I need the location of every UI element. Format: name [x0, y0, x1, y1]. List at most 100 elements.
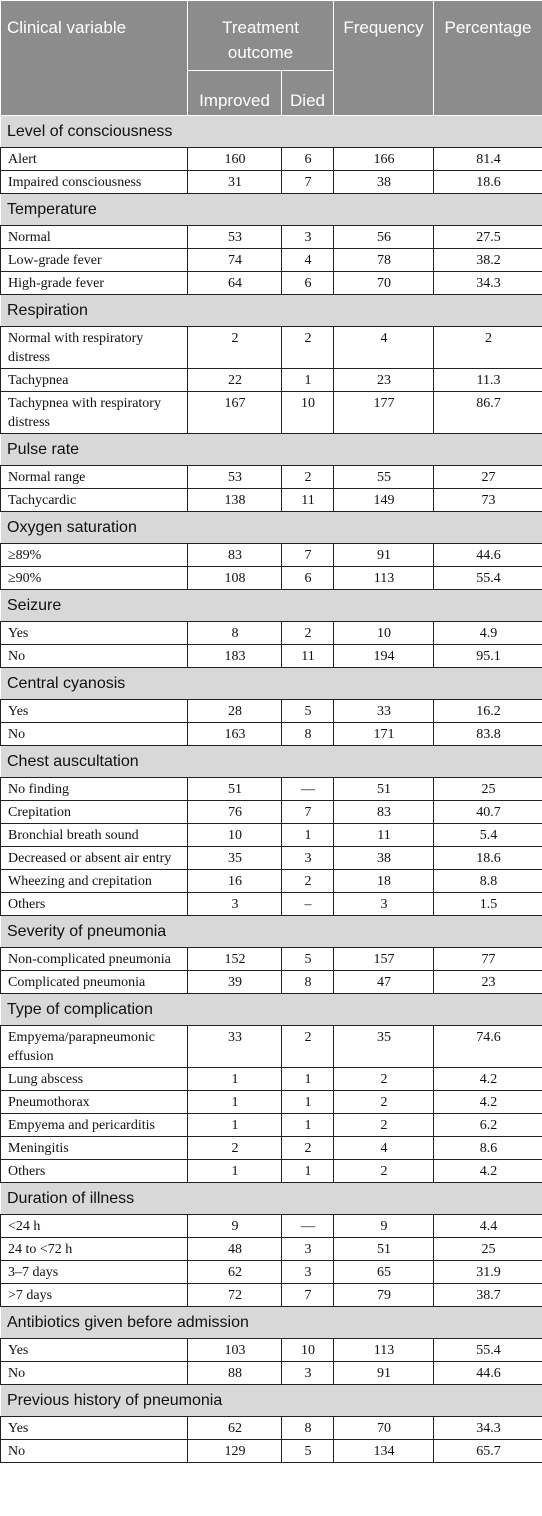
frequency-cell: 70 — [333, 1416, 434, 1440]
improved-cell: 183 — [187, 644, 282, 668]
section-header-row: Level of consciousness — [0, 115, 542, 148]
frequency-cell: 2 — [333, 1159, 434, 1183]
variable-cell: Bronchial breath sound — [0, 823, 188, 847]
improved-cell: 1 — [187, 1113, 282, 1137]
header-clinical-variable: Clinical variable — [0, 0, 188, 116]
table-header: Clinical variable Treatment outcome Freq… — [0, 0, 542, 116]
percentage-cell: 11.3 — [433, 368, 542, 392]
improved-cell: 31 — [187, 170, 282, 194]
section-header-row: Antibiotics given before admission — [0, 1306, 542, 1339]
frequency-cell: 91 — [333, 1361, 434, 1385]
section-title: Central cyanosis — [0, 667, 542, 700]
improved-cell: 2 — [187, 326, 282, 369]
variable-cell: Yes — [0, 621, 188, 645]
improved-cell: 48 — [187, 1237, 282, 1261]
improved-cell: 1 — [187, 1159, 282, 1183]
died-cell: 1 — [281, 1090, 334, 1114]
section-title: Chest auscultation — [0, 745, 542, 778]
variable-cell: Normal with respiratory distress — [0, 326, 188, 369]
frequency-cell: 4 — [333, 1136, 434, 1160]
table-row: Tachypnea 22 1 23 11.3 — [0, 368, 542, 392]
died-cell: 3 — [281, 1260, 334, 1284]
died-cell: — — [281, 777, 334, 801]
variable-cell: No — [0, 722, 188, 746]
percentage-cell: 73 — [433, 488, 542, 512]
frequency-cell: 113 — [333, 566, 434, 590]
improved-cell: 88 — [187, 1361, 282, 1385]
died-cell: 6 — [281, 271, 334, 295]
frequency-cell: 51 — [333, 777, 434, 801]
frequency-cell: 78 — [333, 248, 434, 272]
table-row: Yes 103 10 113 55.4 — [0, 1338, 542, 1362]
died-cell: 3 — [281, 1237, 334, 1261]
table-row: Empyema and pericarditis 1 1 2 6.2 — [0, 1113, 542, 1137]
percentage-cell: 44.6 — [433, 1361, 542, 1385]
died-cell: 1 — [281, 368, 334, 392]
percentage-cell: 95.1 — [433, 644, 542, 668]
table-row: Tachypnea with respiratory distress 167 10… — [0, 391, 542, 434]
improved-cell: 152 — [187, 947, 282, 971]
percentage-cell: 4.2 — [433, 1090, 542, 1114]
improved-cell: 35 — [187, 846, 282, 870]
died-cell: 2 — [281, 1136, 334, 1160]
died-cell: 7 — [281, 1283, 334, 1307]
table-row: Complicated pneumonia 39 8 47 23 — [0, 970, 542, 994]
table-row: Yes 62 8 70 34.3 — [0, 1416, 542, 1440]
header-frequency: Frequency — [333, 0, 434, 116]
table-row: Lung abscess 1 1 2 4.2 — [0, 1067, 542, 1091]
died-cell: 2 — [281, 326, 334, 369]
improved-cell: 62 — [187, 1416, 282, 1440]
improved-cell: 129 — [187, 1439, 282, 1463]
died-cell: 2 — [281, 1025, 334, 1068]
improved-cell: 2 — [187, 1136, 282, 1160]
died-cell: 3 — [281, 225, 334, 249]
percentage-cell: 5.4 — [433, 823, 542, 847]
improved-cell: 28 — [187, 699, 282, 723]
table-row: No finding 51—51 25 — [0, 777, 542, 801]
improved-cell: 108 — [187, 566, 282, 590]
table-row: 3–7 days 62 3 65 31.9 — [0, 1260, 542, 1284]
died-cell: 11 — [281, 488, 334, 512]
section-header-row: Pulse rate — [0, 433, 542, 466]
percentage-cell: 65.7 — [433, 1439, 542, 1463]
variable-cell: High-grade fever — [0, 271, 188, 295]
percentage-cell: 74.6 — [433, 1025, 542, 1068]
table-row: Normal with respiratory distress 2 2 4 2 — [0, 326, 542, 369]
table-row: Wheezing and crepitation 16 2 18 8.8 — [0, 869, 542, 893]
variable-cell: Complicated pneumonia — [0, 970, 188, 994]
table-row: ≥90% 108 6 113 55.4 — [0, 566, 542, 590]
header-percentage: Percentage — [433, 0, 542, 116]
variable-cell: Wheezing and crepitation — [0, 869, 188, 893]
died-cell: 2 — [281, 621, 334, 645]
frequency-cell: 3 — [333, 892, 434, 916]
variable-cell: Alert — [0, 147, 188, 171]
table-row: Alert 160 6 166 81.4 — [0, 147, 542, 171]
variable-cell: Others — [0, 1159, 188, 1183]
variable-cell: Meningitis — [0, 1136, 188, 1160]
percentage-cell: 4.4 — [433, 1214, 542, 1238]
improved-cell: 10 — [187, 823, 282, 847]
died-cell: 4 — [281, 248, 334, 272]
header-improved: Improved — [187, 70, 282, 116]
percentage-cell: 25 — [433, 1237, 542, 1261]
section-title: Respiration — [0, 294, 542, 327]
died-cell: 1 — [281, 1113, 334, 1137]
died-cell: 5 — [281, 699, 334, 723]
variable-cell: No — [0, 1439, 188, 1463]
section-header-row: Temperature — [0, 193, 542, 226]
improved-cell: 1 — [187, 1067, 282, 1091]
table-row: 24 to <72 h 48 3 51 25 — [0, 1237, 542, 1261]
table-row: No 88 3 91 44.6 — [0, 1361, 542, 1385]
frequency-cell: 38 — [333, 846, 434, 870]
section-title: Severity of pneumonia — [0, 915, 542, 948]
frequency-cell: 4 — [333, 326, 434, 369]
table-row: Normal range 53 2 55 27 — [0, 465, 542, 489]
section-header-row: Duration of illness — [0, 1182, 542, 1215]
improved-cell: 1 — [187, 1090, 282, 1114]
variable-cell: ≥89% — [0, 543, 188, 567]
died-cell: 3 — [281, 846, 334, 870]
section-title: Oxygen saturation — [0, 511, 542, 544]
variable-cell: Lung abscess — [0, 1067, 188, 1091]
percentage-cell: 16.2 — [433, 699, 542, 723]
section-header-row: Severity of pneumonia — [0, 915, 542, 948]
